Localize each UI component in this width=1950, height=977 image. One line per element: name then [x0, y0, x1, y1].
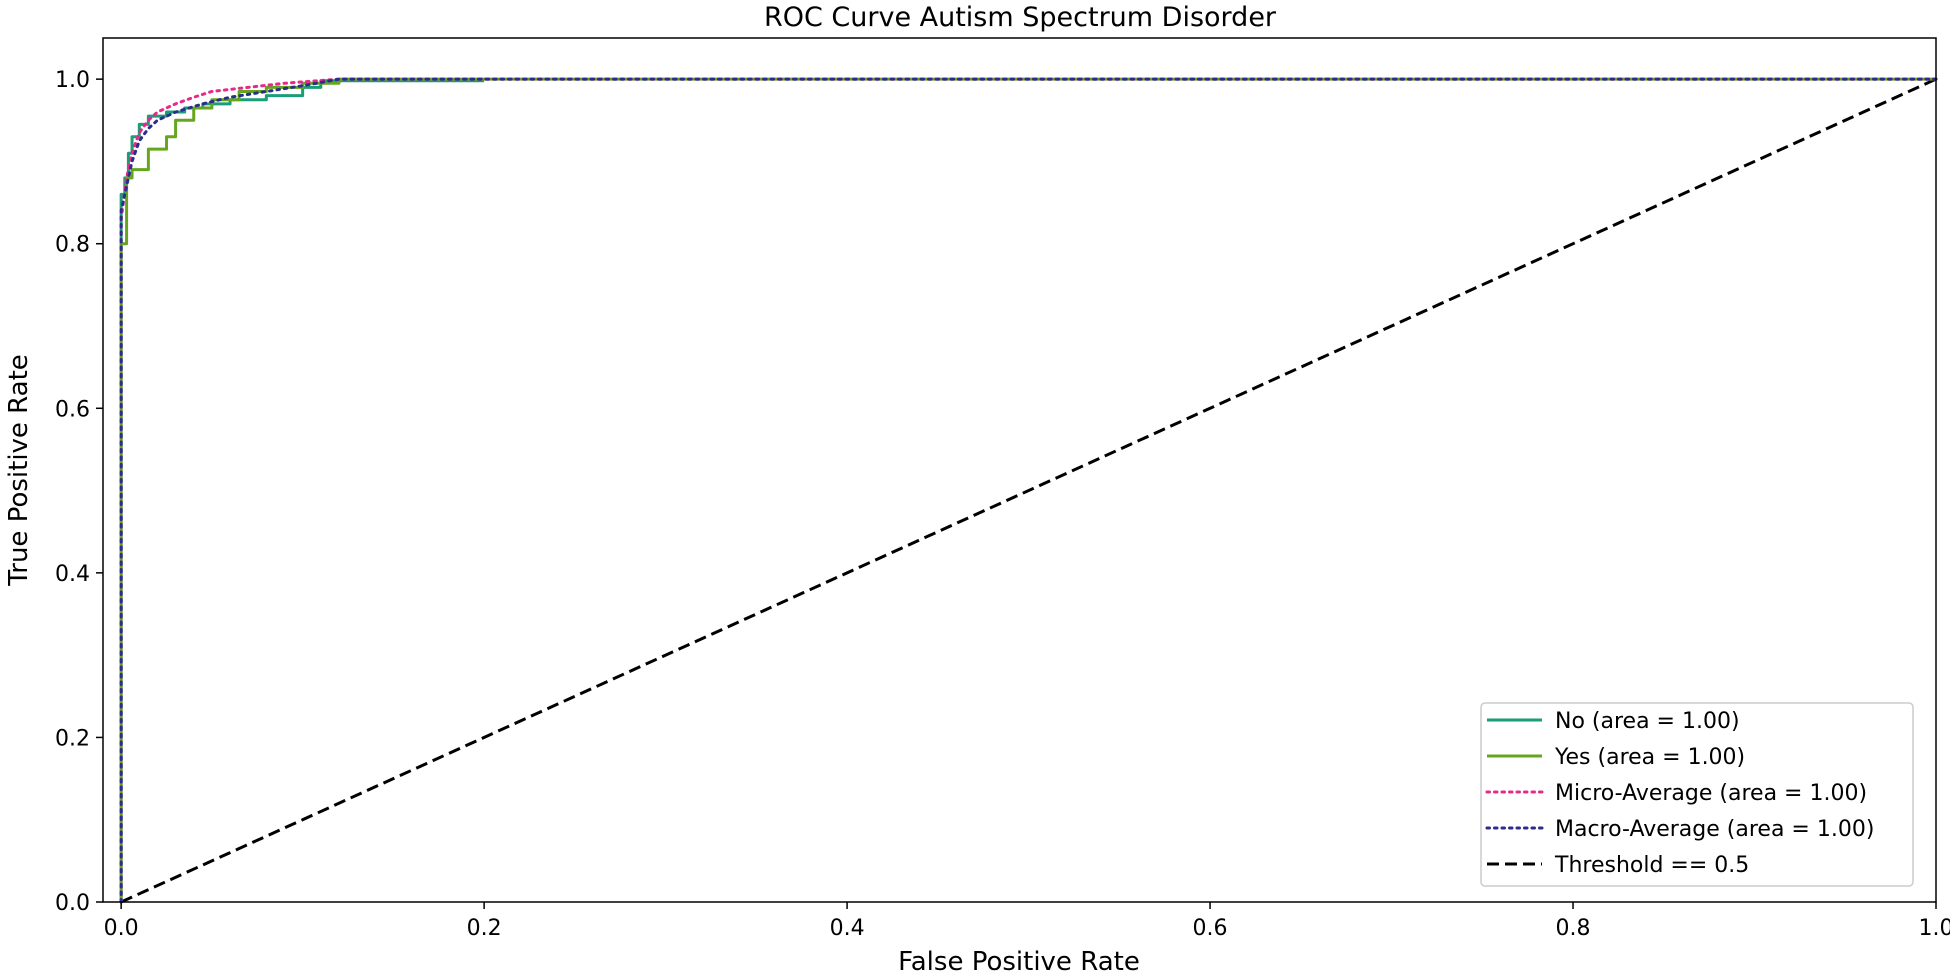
y-axis-ticks: 0.0 0.2 0.4 0.6 0.8 1.0: [55, 68, 103, 916]
x-tick-label: 0.2: [467, 916, 502, 941]
x-tick-label: 1.0: [1919, 916, 1950, 941]
x-tick-label: 0.4: [830, 916, 865, 941]
chart-title: ROC Curve Autism Spectrum Disorder: [764, 2, 1277, 33]
y-tick-label: 0.4: [55, 562, 90, 587]
y-tick-label: 0.2: [55, 726, 90, 751]
legend-items: No (area = 1.00) Yes (area = 1.00) Micro-A…: [1485, 709, 1874, 878]
y-tick-label: 0.0: [55, 891, 90, 916]
y-tick-label: 0.8: [55, 233, 90, 258]
legend-box: [1480, 702, 1914, 887]
x-tick-label: 0.8: [1556, 916, 1591, 941]
plot-frame: [102, 37, 1937, 903]
legend-label: Threshold == 0.5: [1554, 853, 1749, 878]
y-tick-label: 0.6: [55, 397, 90, 422]
series-line-threshold-0-5: [120, 77, 1937, 904]
legend-label: Macro-Average (area = 1.00): [1555, 817, 1874, 842]
series-line-micro-average: [119, 77, 1938, 904]
legend-label: Micro-Average (area = 1.00): [1555, 781, 1867, 806]
x-tick-label: 0.0: [104, 916, 139, 941]
y-tick-label: 1.0: [55, 68, 90, 93]
series-layer: [119, 77, 1938, 904]
x-axis-title: False Positive Rate: [898, 947, 1140, 977]
series-line-macro-average: [119, 77, 1938, 904]
series-line-yes: [119, 77, 1936, 902]
series-line-no: [119, 79, 485, 902]
x-axis-ticks: 0.0 0.2 0.4 0.6 0.8 1.0: [104, 902, 1950, 941]
legend-label: No (area = 1.00): [1555, 709, 1740, 734]
x-tick-label: 0.6: [1193, 916, 1228, 941]
legend: No (area = 1.00) Yes (area = 1.00) Micro-A…: [1480, 702, 1914, 887]
y-axis-title: True Positive Rate: [4, 354, 34, 587]
legend-label: Yes (area = 1.00): [1554, 745, 1745, 770]
